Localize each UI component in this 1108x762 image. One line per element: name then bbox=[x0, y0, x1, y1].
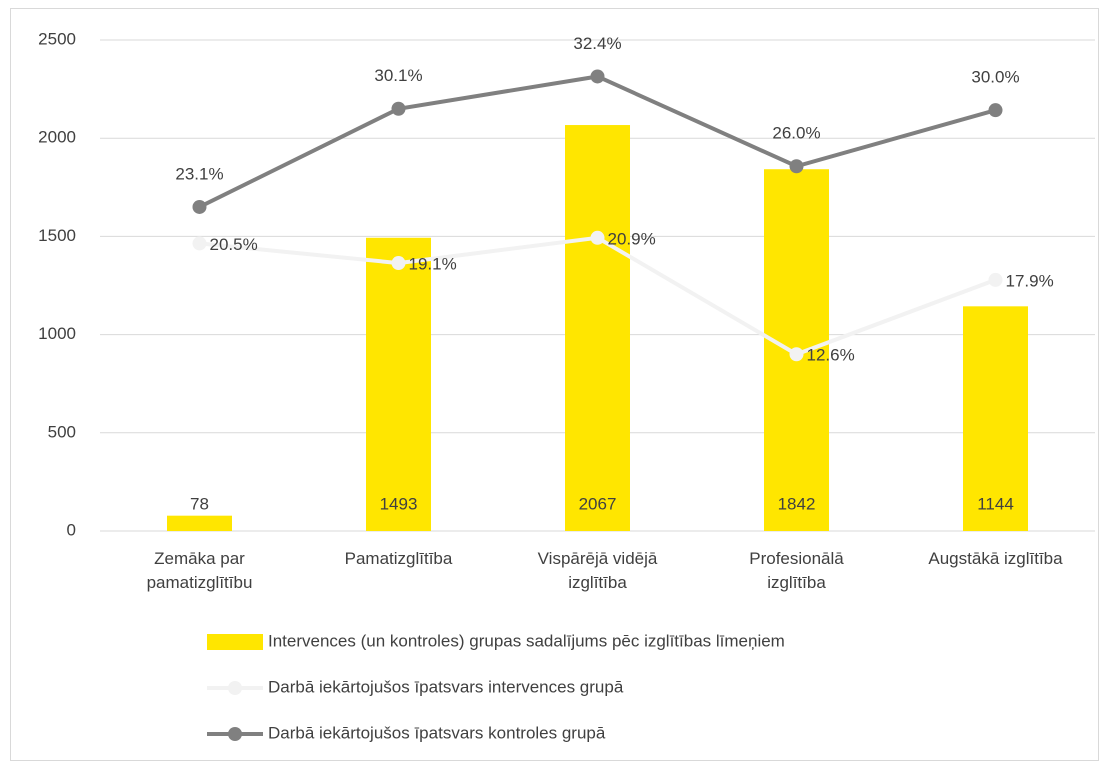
line-marker bbox=[988, 103, 1003, 118]
legend-swatch bbox=[228, 681, 242, 695]
data-label: 30.0% bbox=[971, 68, 1019, 87]
data-label: 26.0% bbox=[772, 124, 820, 143]
data-label: 19.1% bbox=[409, 255, 457, 274]
legend-label: Darbā iekārtojušos īpatsvars intervences… bbox=[268, 677, 624, 696]
line-marker bbox=[391, 256, 406, 271]
bar bbox=[366, 237, 431, 532]
legend-swatch bbox=[228, 727, 242, 741]
y-tick-label: 1000 bbox=[38, 324, 76, 343]
legend-label: Darbā iekārtojušos īpatsvars kontroles g… bbox=[268, 723, 606, 742]
data-label: 20.5% bbox=[210, 235, 258, 254]
y-tick-label: 0 bbox=[67, 520, 76, 539]
data-label: 17.9% bbox=[1006, 271, 1054, 290]
y-tick-label: 1500 bbox=[38, 226, 76, 245]
data-label: 32.4% bbox=[573, 34, 621, 53]
line-marker bbox=[192, 199, 207, 214]
line-marker bbox=[391, 101, 406, 116]
data-label: 1842 bbox=[778, 494, 816, 513]
data-label: 2067 bbox=[579, 494, 617, 513]
line-marker bbox=[192, 236, 207, 251]
data-label: 23.1% bbox=[175, 164, 223, 183]
legend-label: Intervences (un kontroles) grupas sadalī… bbox=[268, 631, 785, 650]
line-marker bbox=[590, 230, 605, 245]
y-tick-label: 500 bbox=[48, 422, 76, 441]
bar bbox=[565, 125, 630, 531]
x-tick-label: Vispārējā vidējā izglītība bbox=[538, 549, 658, 592]
x-tick-label: Pamatizglītība bbox=[345, 549, 453, 568]
legend-swatch bbox=[207, 634, 263, 650]
data-label: 78 bbox=[190, 494, 209, 513]
line-marker bbox=[590, 69, 605, 84]
y-tick-label: 2000 bbox=[38, 128, 76, 147]
data-label: 1144 bbox=[977, 494, 1014, 513]
line-marker bbox=[789, 159, 804, 174]
data-label: 12.6% bbox=[807, 346, 855, 365]
data-label: 1493 bbox=[380, 494, 418, 513]
data-label: 20.9% bbox=[608, 229, 656, 248]
x-tick-label: Augstākā izglītība bbox=[928, 549, 1063, 568]
bar bbox=[963, 306, 1028, 531]
data-label: 30.1% bbox=[374, 66, 422, 85]
line-marker bbox=[789, 347, 804, 362]
x-tick-label: Zemāka par pamatizglītību bbox=[147, 549, 253, 592]
x-tick-label: Profesionālā izglītība bbox=[749, 549, 844, 592]
line-marker bbox=[988, 272, 1003, 287]
y-tick-label: 2500 bbox=[38, 29, 76, 48]
bar bbox=[167, 515, 232, 531]
